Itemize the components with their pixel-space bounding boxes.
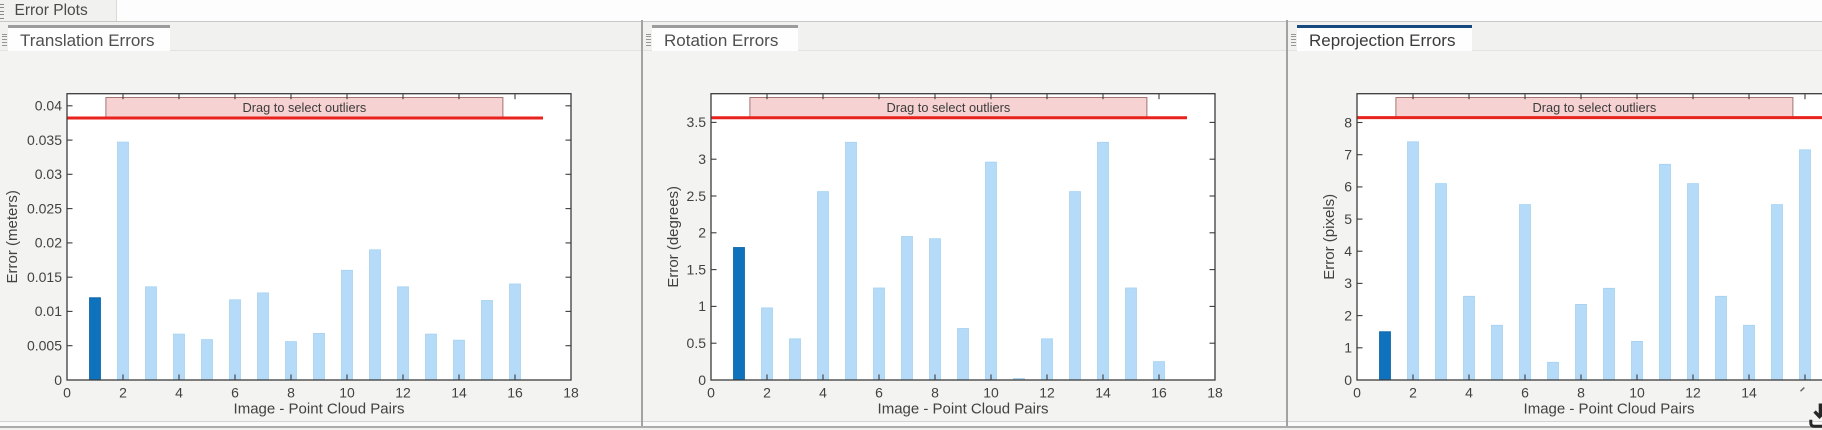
svg-text:14: 14 (451, 385, 467, 401)
svg-text:14: 14 (1095, 385, 1111, 401)
svg-text:8: 8 (1577, 385, 1585, 401)
svg-text:8: 8 (931, 385, 939, 401)
svg-text:2: 2 (1344, 307, 1352, 323)
svg-text:2.5: 2.5 (687, 188, 707, 204)
svg-text:0: 0 (1344, 372, 1352, 388)
svg-text:2: 2 (698, 225, 706, 241)
svg-text:0.03: 0.03 (35, 166, 62, 182)
svg-text:0.04: 0.04 (35, 98, 62, 114)
svg-text:Drag to select outliers: Drag to select outliers (243, 100, 367, 115)
svg-text:0.5: 0.5 (687, 335, 707, 351)
svg-text:Image - Point Cloud Pairs: Image - Point Cloud Pairs (234, 401, 405, 418)
svg-text:12: 12 (1685, 385, 1701, 401)
svg-text:2: 2 (119, 385, 127, 401)
svg-text:18: 18 (563, 385, 579, 401)
svg-text:Error (pixels): Error (pixels) (1321, 194, 1338, 280)
svg-text:Image - Point Cloud Pairs: Image - Point Cloud Pairs (878, 401, 1049, 418)
svg-text:16: 16 (507, 385, 523, 401)
svg-text:0.005: 0.005 (27, 338, 62, 354)
svg-text:0: 0 (63, 385, 71, 401)
svg-text:18: 18 (1207, 385, 1223, 401)
svg-text:1: 1 (698, 298, 706, 314)
svg-text:12: 12 (1039, 385, 1055, 401)
svg-text:3: 3 (1344, 275, 1352, 291)
svg-text:7: 7 (1344, 147, 1352, 163)
svg-text:2: 2 (763, 385, 771, 401)
svg-text:6: 6 (875, 385, 883, 401)
svg-text:0: 0 (1353, 385, 1361, 401)
svg-text:1.5: 1.5 (687, 261, 707, 277)
svg-text:2: 2 (1409, 385, 1417, 401)
svg-text:Error (meters): Error (meters) (4, 190, 21, 283)
svg-text:0.015: 0.015 (27, 269, 62, 285)
svg-text:4: 4 (1465, 385, 1473, 401)
svg-text:6: 6 (231, 385, 239, 401)
svg-text:6: 6 (1521, 385, 1529, 401)
svg-text:0.035: 0.035 (27, 132, 62, 148)
svg-text:0.02: 0.02 (35, 235, 62, 251)
svg-text:4: 4 (175, 385, 183, 401)
svg-text:10: 10 (983, 385, 999, 401)
svg-text:0.025: 0.025 (27, 200, 62, 216)
svg-text:8: 8 (1344, 114, 1352, 130)
svg-text:0: 0 (707, 385, 715, 401)
svg-text:14: 14 (1741, 385, 1757, 401)
svg-text:10: 10 (339, 385, 355, 401)
svg-text:16: 16 (1151, 385, 1167, 401)
svg-text:Drag to select outliers: Drag to select outliers (1533, 100, 1657, 115)
svg-text:Drag to select outliers: Drag to select outliers (887, 100, 1011, 115)
svg-text:10: 10 (1629, 385, 1645, 401)
svg-text:5: 5 (1344, 211, 1352, 227)
svg-text:0.01: 0.01 (35, 303, 62, 319)
svg-text:0: 0 (54, 372, 62, 388)
svg-text:0: 0 (698, 372, 706, 388)
svg-text:Error (degrees): Error (degrees) (665, 186, 682, 288)
svg-text:3.5: 3.5 (687, 114, 707, 130)
svg-text:4: 4 (1344, 243, 1352, 259)
svg-text:Image - Point Cloud Pairs: Image - Point Cloud Pairs (1524, 401, 1695, 418)
svg-text:4: 4 (819, 385, 827, 401)
svg-text:3: 3 (698, 151, 706, 167)
svg-text:6: 6 (1344, 179, 1352, 195)
svg-text:8: 8 (287, 385, 295, 401)
svg-text:1: 1 (1344, 340, 1352, 356)
svg-text:12: 12 (395, 385, 411, 401)
